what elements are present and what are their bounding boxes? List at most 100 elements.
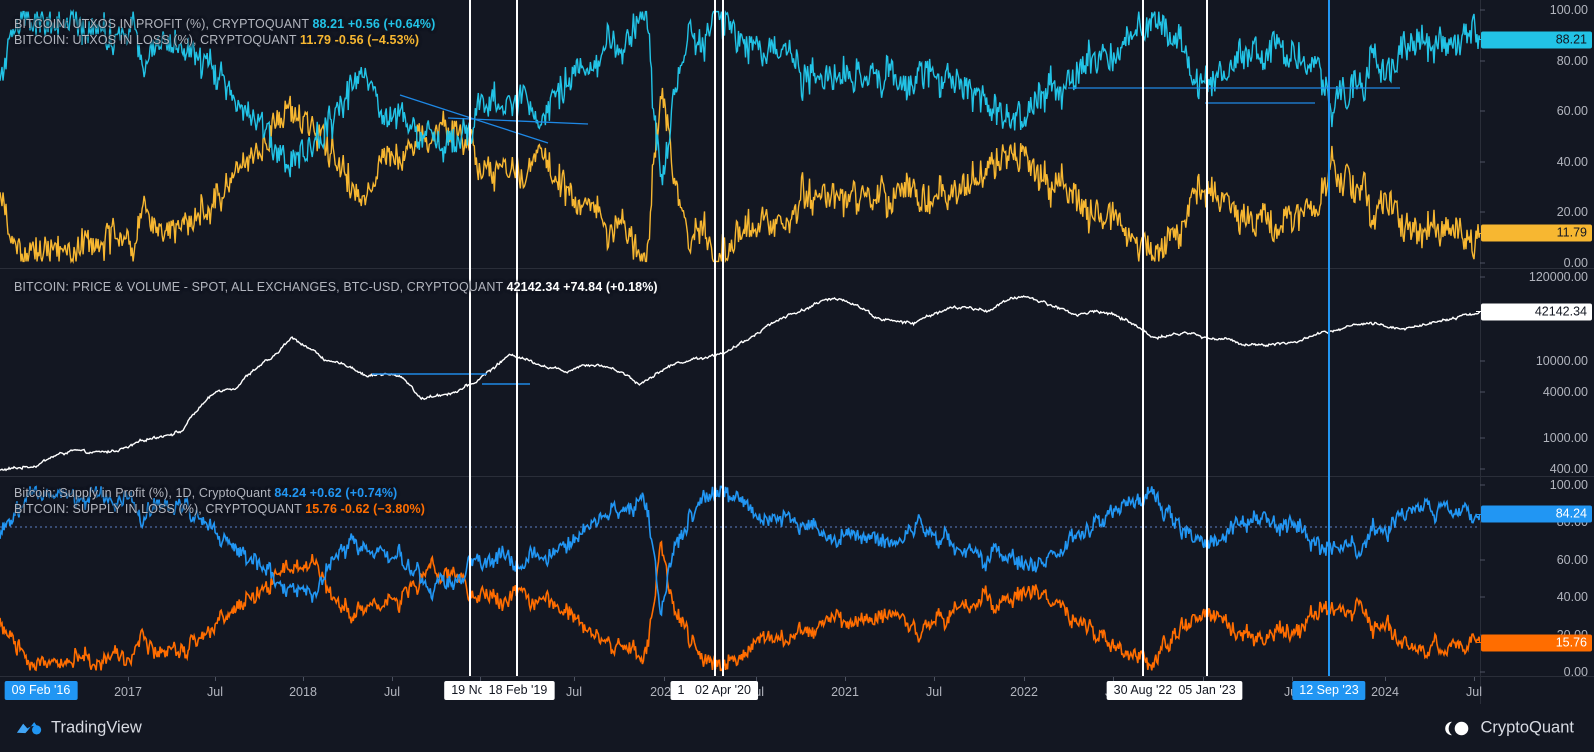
time-axis-label: Jul <box>566 685 582 699</box>
axis-tick <box>1480 437 1485 439</box>
pane-supply[interactable]: 100.0080.0060.0040.0020.000.0084.2415.76… <box>0 477 1594 680</box>
time-tick <box>215 677 216 681</box>
series-supply-in-profit <box>0 485 1480 617</box>
badge-pointer <box>1476 642 1482 644</box>
time-axis-badge[interactable]: 18 Feb '19 <box>481 681 555 700</box>
cryptoquant-label: CryptoQuant <box>1480 718 1574 737</box>
axis-label: 4000.00 <box>1542 384 1588 399</box>
axis-label: 120000.00 <box>1528 269 1588 284</box>
axis-tick <box>1480 161 1485 163</box>
time-tick <box>303 677 304 681</box>
cryptoquant-icon <box>1445 721 1469 735</box>
time-axis-badge[interactable]: 30 Aug '22 <box>1106 681 1180 700</box>
time-axis-label: 2024 <box>1371 685 1399 699</box>
pane-supply-plot[interactable] <box>0 477 1480 676</box>
time-tick <box>574 677 575 681</box>
footer: TradingView CryptoQuant <box>0 704 1594 752</box>
time-tick <box>1385 677 1386 681</box>
time-axis-badge[interactable]: 05 Jan '23 <box>1171 681 1243 700</box>
pane-price-svg <box>0 295 1480 472</box>
badge-pointer <box>1476 232 1482 234</box>
time-tick <box>480 677 481 681</box>
time-tick <box>392 677 393 681</box>
axis-tick <box>1480 211 1485 213</box>
time-tick <box>845 677 846 681</box>
axis-tick <box>1480 596 1485 598</box>
time-axis-label: Jul <box>1466 685 1482 699</box>
axis-label: 40.00 <box>1556 154 1588 169</box>
axis-label: 0.00 <box>1563 665 1588 680</box>
axis-label: 10000.00 <box>1535 353 1588 368</box>
time-tick <box>1203 677 1204 681</box>
time-tick <box>1113 677 1114 681</box>
axis-label: 60.00 <box>1556 104 1588 119</box>
time-axis-label: 2021 <box>831 685 859 699</box>
tradingview-label: TradingView <box>51 718 142 737</box>
cryptoquant-logo[interactable]: CryptoQuant <box>1445 719 1574 738</box>
drawing-trendline[interactable] <box>399 94 549 144</box>
axis-label: 0.00 <box>1563 255 1588 270</box>
pane-price[interactable]: 120000.00 10000.00 4000.00 1000.00 400.00 421… <box>0 269 1594 476</box>
axis-divider <box>1480 477 1481 676</box>
series-supply-in-loss <box>0 540 1480 672</box>
time-axis[interactable]: 2017Jul2018Jul2019Jul2020Jul2021Jul2022J… <box>0 676 1594 704</box>
series-utxos-in-loss <box>0 87 1480 265</box>
time-tick <box>1292 677 1293 681</box>
axis-tick <box>1480 671 1485 673</box>
axis-value-badge[interactable]: 84.24 <box>1476 505 1592 523</box>
pane-price-plot[interactable] <box>0 269 1480 476</box>
axis-tick <box>1480 559 1485 561</box>
axis-label: 100.00 <box>1549 3 1588 18</box>
axis-tick <box>1480 360 1485 362</box>
axis-value-badge[interactable]: 42142.34 <box>1476 303 1592 321</box>
time-tick <box>934 677 935 681</box>
axis-label: 100.00 <box>1549 477 1588 492</box>
axis-tick <box>1480 110 1485 112</box>
badge-pointer <box>1476 513 1482 515</box>
time-axis-label: 2022 <box>1010 685 1038 699</box>
axis-label: 40.00 <box>1556 590 1588 605</box>
series-btc-price <box>0 295 1480 472</box>
axis-divider <box>1480 269 1481 476</box>
axis-label: 1000.00 <box>1542 431 1588 446</box>
tradingview-icon <box>17 721 42 734</box>
axis-tick <box>1480 468 1485 470</box>
badge-pointer <box>1476 39 1482 41</box>
axis-value-badge[interactable]: 11.79 <box>1476 224 1592 242</box>
pane-separator-2 <box>0 476 1594 477</box>
pane-utxos-plot[interactable] <box>0 0 1480 268</box>
time-axis-label: 2018 <box>289 685 317 699</box>
drawing-trendline[interactable] <box>447 117 589 125</box>
time-axis-badge[interactable]: 1 <box>670 681 692 700</box>
axis-label: 80.00 <box>1556 53 1588 68</box>
pane-utxos-svg <box>0 9 1480 265</box>
axis-divider <box>1480 0 1481 268</box>
time-axis-badge[interactable]: 12 Sep '23 <box>1292 681 1366 700</box>
pane-price-price-axis[interactable]: 120000.00 10000.00 4000.00 1000.00 400.00 421… <box>1476 269 1594 476</box>
time-axis-badge[interactable]: 02 Apr '20 <box>688 681 758 700</box>
pane-utxos[interactable]: 100.00 80.00 60.00 40.00 20.00 0.00 88.21 11.79… <box>0 0 1594 270</box>
tradingview-logo[interactable]: TradingView <box>16 719 142 738</box>
series-utxos-in-profit <box>0 9 1480 186</box>
axis-divider <box>1480 677 1481 704</box>
time-axis-label: Jul <box>384 685 400 699</box>
time-axis-label: Jul <box>926 685 942 699</box>
time-tick <box>664 677 665 681</box>
time-tick <box>756 677 757 681</box>
time-axis-label: Jul <box>207 685 223 699</box>
axis-tick <box>1480 484 1485 485</box>
time-tick <box>1474 677 1475 681</box>
pane-utxos-price-axis[interactable]: 100.00 80.00 60.00 40.00 20.00 0.00 88.21 11.79 <box>1476 0 1594 270</box>
axis-label: 20.00 <box>1556 205 1588 220</box>
axis-value-badge[interactable]: 88.21 <box>1476 31 1592 49</box>
axis-tick <box>1480 262 1485 264</box>
axis-tick <box>1480 276 1485 278</box>
axis-value-badge[interactable]: 15.76 <box>1476 634 1592 652</box>
time-axis-badge[interactable]: 09 Feb '16 <box>4 681 78 700</box>
time-tick <box>128 677 129 681</box>
time-tick <box>1024 677 1025 681</box>
time-axis-label: 2017 <box>114 685 142 699</box>
axis-tick <box>1480 60 1485 62</box>
